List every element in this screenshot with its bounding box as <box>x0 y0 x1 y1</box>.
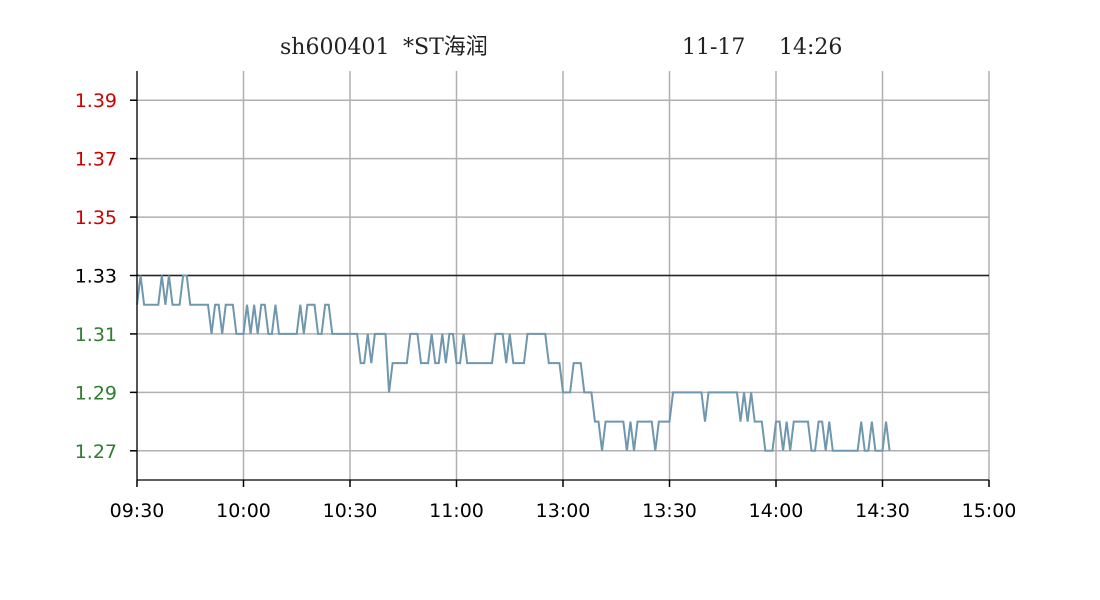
price-line <box>136 274 891 452</box>
y-tick-label: 1.39 <box>75 90 117 112</box>
series-group <box>136 274 891 452</box>
x-tick-label: 10:30 <box>323 500 378 522</box>
x-tick-label: 10:00 <box>216 500 271 522</box>
x-tick-label: 14:30 <box>855 500 910 522</box>
y-tick-label: 1.29 <box>75 382 117 404</box>
y-tick-label: 1.33 <box>75 266 117 288</box>
y-tick-label: 1.37 <box>75 149 117 171</box>
x-tick-label: 09:30 <box>110 500 165 522</box>
chart-title-time: 14:26 <box>779 35 842 60</box>
x-tick-label: 14:00 <box>749 500 804 522</box>
x-tick-labels: 09:30 10:00 10:30 11:00 13:00 13:30 14:00 14:30… <box>110 500 1017 522</box>
x-tick-label: 13:00 <box>536 500 591 522</box>
chart-title-name: *ST海润 <box>403 35 488 60</box>
y-tick-label: 1.31 <box>75 324 117 346</box>
x-tick-label: 13:30 <box>642 500 697 522</box>
x-tick-label: 15:00 <box>962 500 1017 522</box>
y-tick-label: 1.35 <box>75 207 117 229</box>
y-tick-labels: 1.39 1.37 1.35 1.33 1.31 1.29 1.27 <box>75 90 117 463</box>
x-tick-label: 11:00 <box>429 500 484 522</box>
chart-title-symbol: sh600401 <box>280 35 389 60</box>
y-tick-label: 1.27 <box>75 441 117 463</box>
chart-title-date: 11-17 <box>682 35 745 60</box>
axes <box>130 71 990 487</box>
